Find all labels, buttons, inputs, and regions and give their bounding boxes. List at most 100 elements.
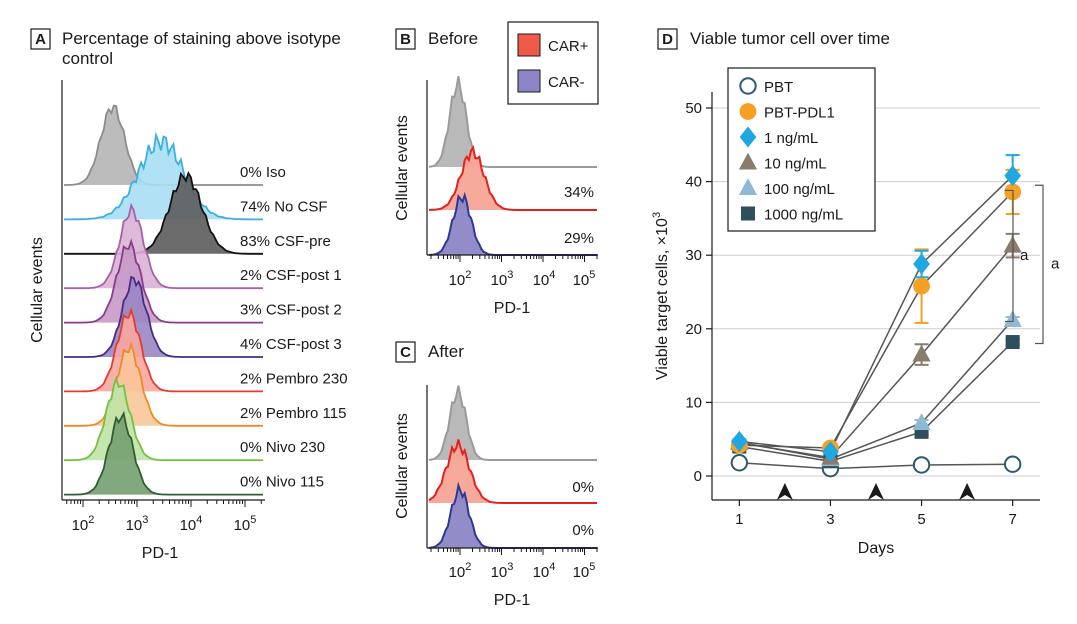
panel-a-hist-fill (64, 205, 263, 289)
panel-a-row-label: 2% CSF-post 1 (240, 267, 342, 284)
panel-b-xtick-1e5: 105 (573, 269, 596, 289)
panel-a-hist-fill (64, 173, 263, 254)
panel-a-title-line1: Percentage of staining above isotype (62, 29, 341, 48)
data-point (739, 103, 757, 120)
sig-bracket-inner (1005, 189, 1014, 323)
panel-b-xtick-1e3: 103 (491, 269, 514, 289)
series-line (739, 245, 1014, 459)
data-point (1003, 455, 1022, 473)
panel-d-treatment-arrows (776, 483, 976, 500)
panel-a-hist-fill (64, 135, 263, 220)
data-point (912, 344, 931, 362)
panel-a-hist-line (64, 202, 263, 290)
panel-c-pct-car-neg: 0% (572, 522, 594, 539)
c-hists-car-pos-fill (429, 439, 597, 503)
panel-c-xtick-1e4: 104 (533, 561, 556, 581)
panel-a-hist-line (64, 307, 263, 393)
panel-a-minor-ticks (66, 500, 262, 507)
panel-a-hist-fill (64, 105, 263, 185)
panel-a-letter-box (30, 28, 51, 50)
panel-c-pct-car-pos: 0% (572, 479, 594, 496)
panel-a-xtick-1e3: 103 (126, 514, 149, 534)
panel-b-pct-car-pos: 34% (564, 184, 594, 201)
panel-c-xtick-1e3: 103 (491, 561, 514, 581)
panel-d-series-lines (739, 175, 1014, 470)
data-point (741, 206, 755, 221)
panel-d: D Viable tumor cell over time 0 10 20 30 40 5… (651, 28, 1060, 557)
panel-d-significance-brackets (1005, 184, 1044, 345)
panel-a-histograms: 0% Iso 74% No CSF 83% CSF-pre 2% CSF-post 1… (64, 104, 348, 496)
legend-item-label: 1 ng/mL (764, 130, 818, 147)
panel-d-y-tick-label: 10 (685, 394, 702, 411)
panel-a-row-label: 0% Iso (240, 164, 286, 181)
panel-b-ylabel: Cellular events (394, 115, 411, 221)
car-legend: CAR+ CAR- (507, 21, 599, 105)
data-point (739, 77, 757, 95)
panel-a-row-label: 4% CSF-post 3 (240, 336, 342, 353)
panel-d-letter: D (662, 31, 673, 48)
panel-a-row-label: 3% CSF-post 2 (240, 302, 342, 319)
panel-a-hist-line (64, 341, 263, 427)
panel-b-letter-box (395, 28, 416, 50)
panel-a-letter: A (35, 31, 46, 48)
panel-d-y-tick-label: 40 (685, 174, 702, 191)
panel-a-row-label: 0% Nivo 230 (240, 439, 325, 456)
data-point (822, 441, 839, 463)
panel-c-xtick-1e5: 105 (573, 561, 596, 581)
panel-d-sig-label-inner: a (1020, 247, 1029, 264)
panel-b-xtick-1e4: 104 (533, 269, 556, 289)
panel-a-xtick-1e5: 105 (234, 514, 257, 534)
panel-d-x-ticks: 1 3 5 7 (735, 500, 1017, 528)
panel-d-title: Viable tumor cell over time (690, 29, 890, 48)
data-point (730, 430, 748, 452)
panel-d-y-tick-label: 0 (694, 468, 702, 485)
car-neg-label: CAR- (548, 74, 585, 91)
panel-c-letter-box (395, 341, 416, 363)
panel-a-row-label: 0% Nivo 115 (240, 474, 324, 491)
panel-a-title-line2: control (62, 49, 113, 68)
panel-a-hist-line (64, 238, 263, 324)
panel-d-y-tick-label: 20 (685, 321, 702, 338)
panel-d-y-tick-label: 30 (685, 247, 702, 264)
panel-a: A Percentage of staining above isotype c… (29, 28, 348, 562)
panel-c: C After 0% 0% 102 103 104 105 PD-1 Cellu… (394, 341, 598, 609)
panel-d-gridlines (712, 107, 1040, 477)
treatment-arrow-icon (868, 483, 884, 500)
treatment-arrow-icon (959, 483, 976, 500)
panel-d-y-tick-label: 50 (685, 100, 702, 117)
sig-bracket-outer (1035, 184, 1044, 345)
data-point (739, 126, 757, 148)
panel-a-hist-line (64, 375, 263, 462)
panel-a-row-label: 2% Pembro 115 (240, 405, 346, 422)
data-point (738, 152, 758, 170)
panel-d-x-tick-label: 7 (1008, 511, 1016, 528)
panel-c-ylabel: Cellular events (394, 413, 411, 519)
panel-a-row-label: 83% CSF-pre (240, 233, 331, 250)
panel-b: B Before 34% 29% 102 103 104 105 PD-1 Ce… (394, 28, 598, 317)
panel-b-minor-ticks (430, 255, 598, 262)
legend-item-label: 1000 ng/mL (764, 207, 843, 224)
panel-d-x-tick-label: 5 (917, 511, 925, 528)
data-point (913, 277, 930, 295)
series-line (739, 341, 1014, 463)
panel-a-ylabel: Cellular events (29, 237, 46, 343)
panel-a-hist-fill (64, 241, 263, 323)
panel-c-letter: C (400, 344, 411, 361)
panel-b-xtick-1e2: 102 (449, 269, 472, 289)
panel-b-letter: B (400, 31, 411, 48)
panel-a-hist-line (64, 131, 263, 221)
panel-d-legend-box (727, 67, 876, 232)
b-hists-car-neg-fill (429, 195, 597, 255)
legend-item-label: PBT (764, 79, 793, 96)
series-line (739, 319, 1014, 460)
panel-c-xtick-1e2: 102 (449, 561, 472, 581)
panel-a-hist-line (64, 275, 263, 358)
panel-b-title: Before (428, 29, 478, 48)
panel-c-title: After (428, 342, 464, 361)
panel-a-hist-line (64, 171, 263, 255)
data-point (912, 456, 931, 474)
panel-b-xlabel: PD-1 (494, 300, 531, 317)
b-hists-iso-line (428, 76, 597, 168)
legend-item-label: 100 ng/mL (764, 181, 835, 198)
data-point (912, 413, 931, 431)
